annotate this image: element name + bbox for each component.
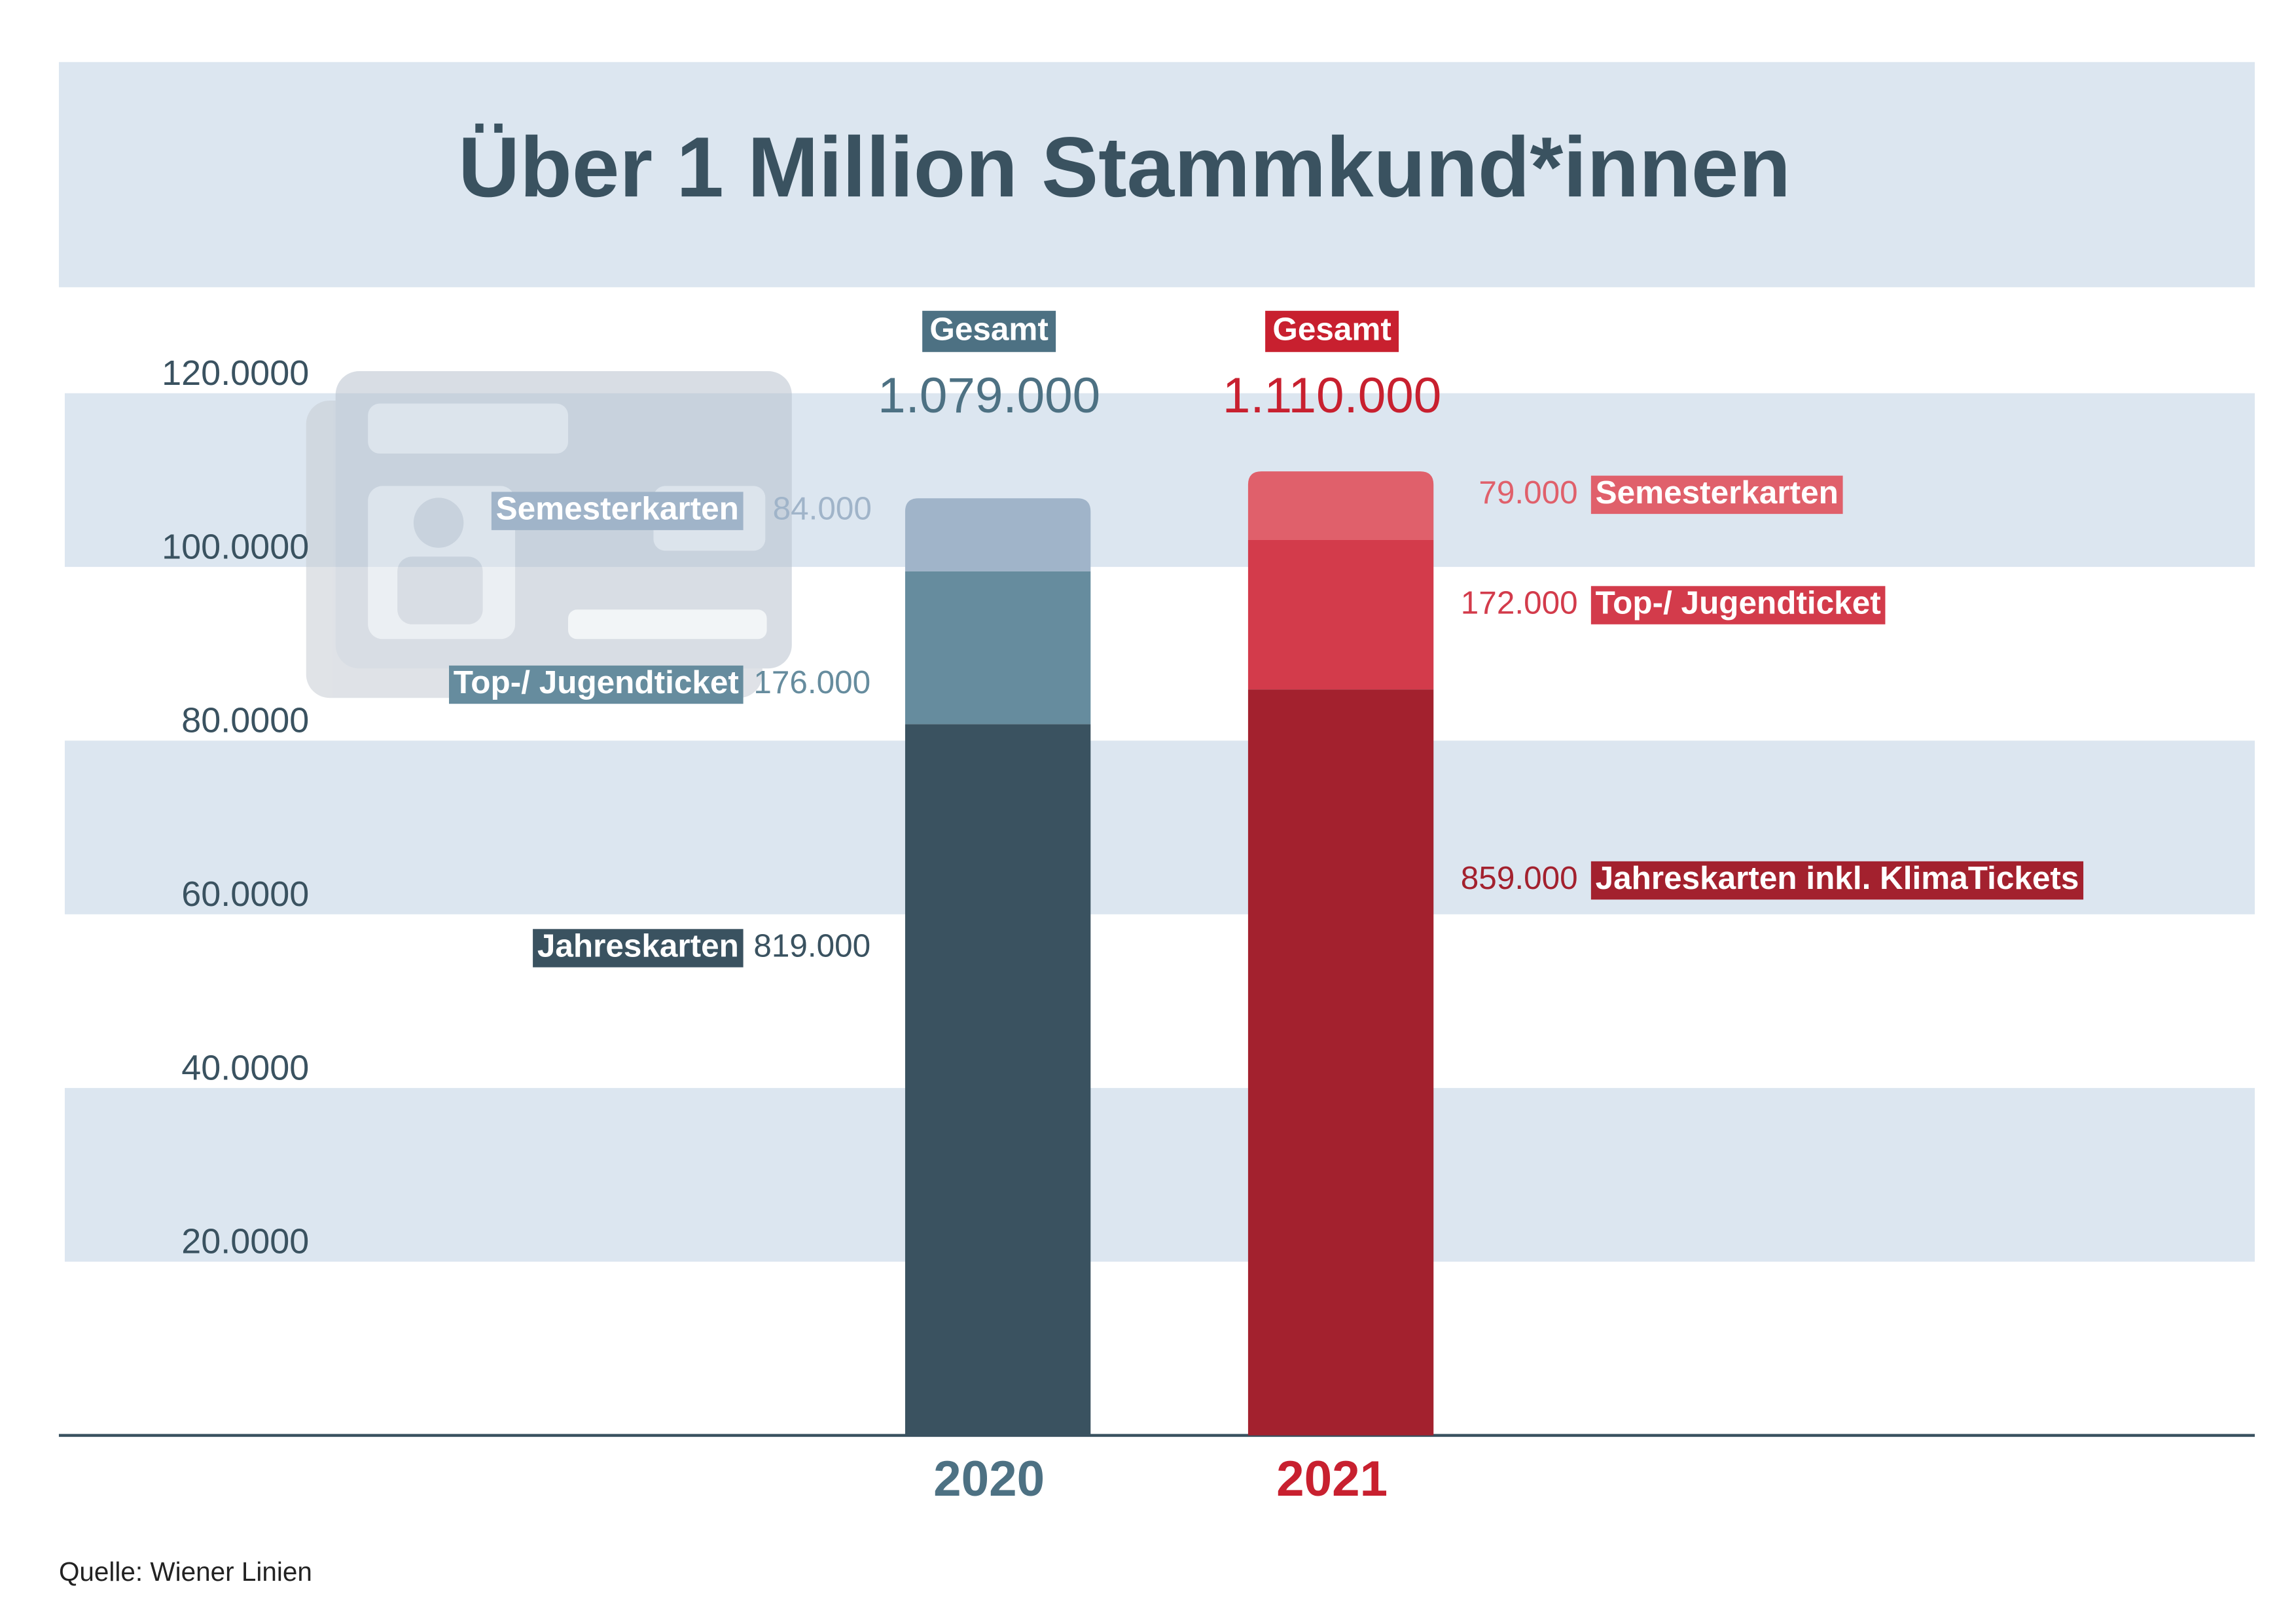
value-label: 172.000 <box>1461 585 1578 621</box>
bar-segment <box>1247 689 1434 1435</box>
segment-label-bg <box>533 929 744 967</box>
card-icon <box>306 371 792 698</box>
segment-label-text: Top-/ Jugendticket <box>1596 585 1881 621</box>
x-tick-label: 2021 <box>1276 1451 1388 1507</box>
bar-segment <box>1247 539 1434 690</box>
value-label: 859.000 <box>1461 860 1578 896</box>
y-tick-label: 80.0000 <box>181 701 309 740</box>
total-value: 1.110.000 <box>1223 368 1441 424</box>
bar-segment <box>905 498 1091 571</box>
segment-label: Top-/ Jugendticket 172.000 <box>1461 585 1886 624</box>
segment-label-text: Semesterkarten <box>1596 475 1839 511</box>
segment-label-text: Jahreskarten inkl. KlimaTickets <box>1596 860 2079 896</box>
segment-label-bg <box>1590 861 2084 900</box>
segment-label-bg <box>491 492 744 530</box>
chart-title: Über 1 Million Stammkund*innen <box>458 119 1791 215</box>
title-band <box>58 62 2255 287</box>
total-heading-bg <box>922 310 1056 352</box>
value-label: 176.000 <box>753 664 870 700</box>
total-heading: Gesamt <box>1272 311 1391 347</box>
segment-label: Jahreskarten inkl. KlimaTickets 859.000 <box>1461 860 2084 900</box>
segment-label: Top-/ Jugendticket 176.000 <box>449 664 870 704</box>
segment-label-text: Top-/ Jugendticket <box>454 664 739 700</box>
segment-label: Semesterkarten 84.000 <box>491 491 872 530</box>
segment-label-bg <box>1590 586 1886 624</box>
total-value: 1.079.000 <box>878 368 1100 424</box>
value-label: 84.000 <box>773 491 872 527</box>
segment-label-text: Jahreskarten <box>537 928 739 964</box>
source: Quelle: Wiener Linien <box>59 1557 312 1587</box>
bar-segment <box>905 571 1091 725</box>
bar-segment <box>905 724 1091 1435</box>
segment-label-text: Semesterkarten <box>496 491 739 527</box>
total-heading: Gesamt <box>929 311 1048 347</box>
x-tick-label: 2020 <box>933 1451 1045 1507</box>
y-tick-label: 120.0000 <box>162 353 309 393</box>
y-tick-label: 20.0000 <box>181 1222 309 1261</box>
segment-label: Jahreskarten 819.000 <box>533 928 870 967</box>
segment-label-bg <box>1590 475 1843 514</box>
segment-label-bg <box>449 665 744 704</box>
y-tick-label: 100.0000 <box>162 527 309 566</box>
value-label: 819.000 <box>753 928 870 964</box>
bar-segment <box>1247 471 1434 540</box>
grid-band <box>64 1088 2255 1262</box>
segment-label: Semesterkarten 79.000 <box>1479 475 1843 514</box>
value-label: 79.000 <box>1479 475 1577 511</box>
y-tick-label: 60.0000 <box>181 875 309 914</box>
total-heading-bg <box>1265 310 1399 352</box>
y-tick-label: 40.0000 <box>181 1048 309 1087</box>
